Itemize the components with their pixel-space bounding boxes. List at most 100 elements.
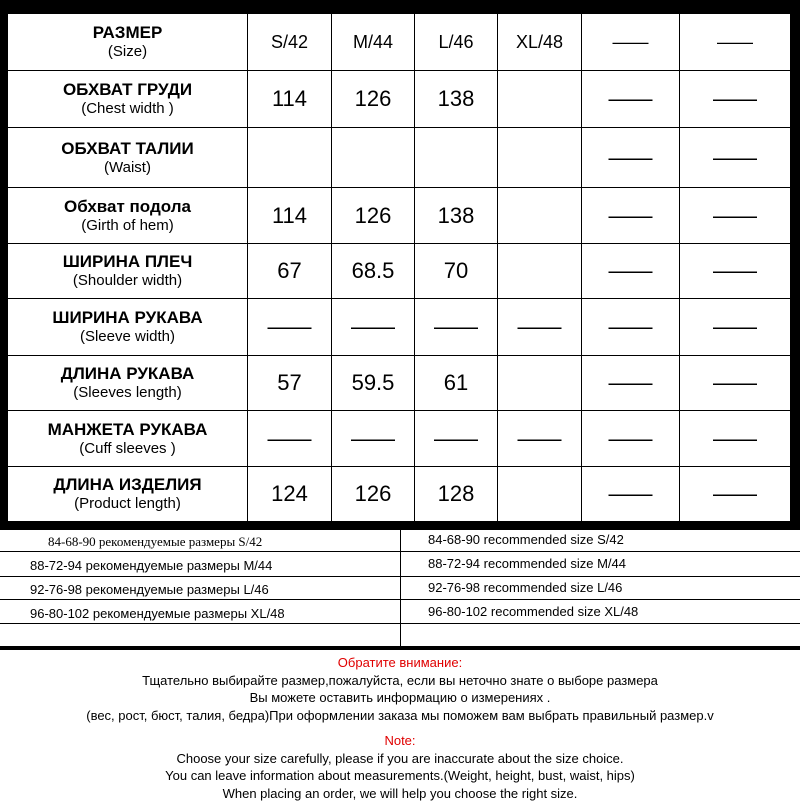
- table-cell: 114: [248, 188, 332, 244]
- table-cell: ——: [332, 299, 415, 356]
- table-cell: ——: [680, 244, 790, 299]
- table-cell: 128: [415, 467, 498, 522]
- row-label: ШИРИНА ПЛЕЧ(Shoulder width): [8, 244, 248, 299]
- table-cell: 59.5: [332, 356, 415, 411]
- recommend-en: 96-80-102 recommended size XL/48: [428, 604, 638, 619]
- size-header: ——: [680, 14, 790, 71]
- label-ru: МАНЖЕТА РУКАВА: [48, 420, 208, 439]
- label-ru: ШИРИНА РУКАВА: [52, 308, 202, 327]
- table-cell: ——: [582, 467, 680, 522]
- table-cell: ——: [582, 188, 680, 244]
- table-cell: ——: [498, 411, 582, 467]
- label-ru: ШИРИНА ПЛЕЧ: [63, 252, 193, 271]
- table-cell: ——: [680, 467, 790, 522]
- table-cell: 138: [415, 188, 498, 244]
- table-cell: [498, 244, 582, 299]
- row-label: Обхват подола(Girth of hem): [8, 188, 248, 244]
- row-label: ДЛИНА РУКАВА(Sleeves length): [8, 356, 248, 411]
- notes-ru-line: (вес, рост, бюст, талия, бедра)При оформ…: [0, 707, 800, 725]
- label-ru: ДЛИНА РУКАВА: [61, 364, 195, 383]
- header-label: РАЗМЕР(Size): [8, 14, 248, 71]
- table-cell: ——: [582, 356, 680, 411]
- table-cell: 67: [248, 244, 332, 299]
- table-cell: [248, 128, 332, 188]
- table-cell: [415, 128, 498, 188]
- label-ru: РАЗМЕР: [93, 23, 163, 42]
- table-cell: ——: [248, 299, 332, 356]
- table-cell: 126: [332, 188, 415, 244]
- notes-en-line: You can leave information about measurem…: [0, 767, 800, 785]
- table-cell: 68.5: [332, 244, 415, 299]
- table-cell: ——: [680, 356, 790, 411]
- size-header: L/46: [415, 14, 498, 71]
- table-cell: [498, 467, 582, 522]
- table-cell: 138: [415, 71, 498, 128]
- label-ru: Обхват подола: [64, 197, 191, 216]
- recommend-en: 84-68-90 recommended size S/42: [428, 532, 624, 547]
- notes-ru-line: Тщательно выбирайте размер,пожалуйста, е…: [0, 672, 800, 690]
- label-en: (Sleeves length): [73, 383, 181, 402]
- notes-en-title: Note:: [0, 732, 800, 750]
- recommend-en: 92-76-98 recommended size L/46: [428, 580, 622, 595]
- table-cell: ——: [332, 411, 415, 467]
- size-header: ——: [582, 14, 680, 71]
- table-cell: 70: [415, 244, 498, 299]
- table-cell: ——: [680, 71, 790, 128]
- table-cell: ——: [680, 128, 790, 188]
- table-cell: [498, 128, 582, 188]
- table-cell: [498, 356, 582, 411]
- label-en: (Sleeve width): [80, 327, 175, 346]
- label-ru: ОБХВАТ ГРУДИ: [63, 80, 192, 99]
- row-label: МАНЖЕТА РУКАВА(Cuff sleeves ): [8, 411, 248, 467]
- recommend-en: 88-72-94 recommended size M/44: [428, 556, 626, 571]
- recommend-ru: 96-80-102 рекомендуемые размеры XL/48: [30, 606, 285, 621]
- label-en: (Cuff sleeves ): [79, 439, 175, 458]
- table-cell: ——: [248, 411, 332, 467]
- table-cell: ——: [680, 411, 790, 467]
- label-ru: ДЛИНА ИЗДЕЛИЯ: [53, 475, 201, 494]
- row-label: ДЛИНА ИЗДЕЛИЯ(Product length): [8, 467, 248, 522]
- table-cell: 126: [332, 71, 415, 128]
- table-cell: [332, 128, 415, 188]
- row-label: ШИРИНА РУКАВА(Sleeve width): [8, 299, 248, 356]
- table-cell: ——: [582, 128, 680, 188]
- row-label: ОБХВАТ ГРУДИ(Chest width ): [8, 71, 248, 128]
- notes: Обратите внимание: Тщательно выбирайте р…: [0, 654, 800, 802]
- size-header: S/42: [248, 14, 332, 71]
- label-ru: ОБХВАТ ТАЛИИ: [61, 139, 194, 158]
- table-cell: 124: [248, 467, 332, 522]
- table-cell: ——: [680, 299, 790, 356]
- table-cell: ——: [582, 411, 680, 467]
- divider: [400, 530, 401, 646]
- table-cell: ——: [582, 71, 680, 128]
- notes-ru-line: Вы можете оставить информацию о измерени…: [0, 689, 800, 707]
- size-header: M/44: [332, 14, 415, 71]
- notes-en-line: Choose your size carefully, please if yo…: [0, 750, 800, 768]
- table-cell: ——: [498, 299, 582, 356]
- size-header: XL/48: [498, 14, 582, 71]
- table-cell: ——: [582, 244, 680, 299]
- table-cell: 114: [248, 71, 332, 128]
- table-cell: ——: [415, 411, 498, 467]
- label-en: (Girth of hem): [81, 216, 174, 235]
- label-en: (Product length): [74, 494, 181, 513]
- table-cell: ——: [415, 299, 498, 356]
- notes-ru-title: Обратите внимание:: [0, 654, 800, 672]
- table-cell: 57: [248, 356, 332, 411]
- label-en: (Shoulder width): [73, 271, 182, 290]
- table-cell: [498, 188, 582, 244]
- recommend-ru: 92-76-98 рекомендуемые размеры L/46: [30, 582, 269, 597]
- label-en: (Size): [108, 42, 147, 61]
- table-cell: 126: [332, 467, 415, 522]
- label-en: (Waist): [104, 158, 151, 177]
- table-cell: ——: [582, 299, 680, 356]
- row-label: ОБХВАТ ТАЛИИ(Waist): [8, 128, 248, 188]
- notes-en-line: When placing an order, we will help you …: [0, 785, 800, 802]
- table-cell: 61: [415, 356, 498, 411]
- table-cell: [498, 71, 582, 128]
- recommend-ru: 88-72-94 рекомендуемые размеры M/44: [30, 558, 272, 573]
- recommend-ru: 84-68-90 рекомендуемые размеры S/42: [48, 534, 262, 550]
- label-en: (Chest width ): [81, 99, 174, 118]
- table-cell: ——: [680, 188, 790, 244]
